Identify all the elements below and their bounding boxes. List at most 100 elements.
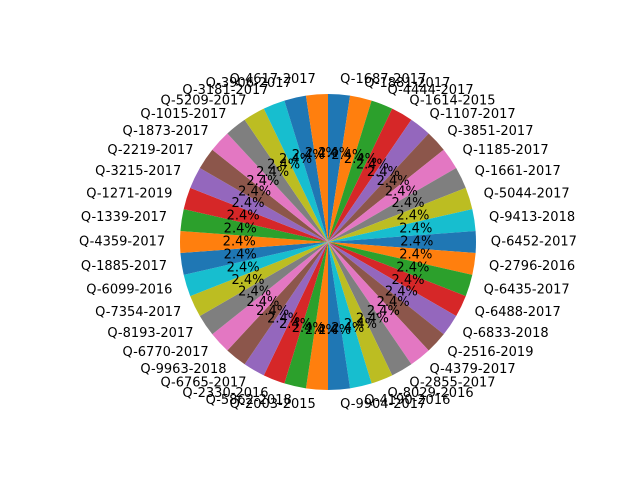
slice-percent-label: 2.4%: [267, 311, 300, 326]
slice-category-label: Q-2855-2017: [409, 375, 495, 390]
slice-category-label: Q-1687-2017: [340, 72, 426, 87]
slice-percent-label: 2.4%: [224, 221, 257, 236]
slice-category-label: Q-1881-2017: [364, 76, 450, 91]
slice-category-label: Q-5862-2018: [206, 393, 292, 408]
slice-category-label: Q-1185-2017: [463, 143, 549, 158]
slice-percent-label: 2.4%: [399, 221, 432, 236]
slice-category-label: Q-4359-2017: [79, 235, 165, 250]
pie-slice: [284, 242, 328, 389]
pie-slice: [244, 242, 328, 376]
slice-percent-label: 2.4%: [279, 152, 312, 167]
pie-slice: [212, 133, 328, 242]
slice-category-label: Q-6833-2018: [463, 326, 549, 341]
slice-category-label: Q-6488-2017: [475, 305, 561, 320]
slice-category-label: Q-1107-2017: [430, 107, 516, 122]
slice-percent-label: 2.4%: [400, 235, 433, 250]
pie-slice: [328, 242, 466, 316]
pie-slice: [284, 95, 328, 243]
slice-percent-label: 2.4%: [223, 235, 256, 250]
slice-percent-label: 2.4%: [377, 174, 410, 189]
pie-slice: [179, 230, 328, 254]
pie-slice: [227, 119, 328, 242]
slice-percent-label: 2.4%: [344, 152, 377, 167]
slice-percent-label: 2.4%: [399, 248, 432, 263]
slice-percent-label: 2.4%: [231, 273, 264, 288]
slice-category-label: Q-9904-2017: [340, 397, 426, 412]
slice-category-label: Q-4617-2017: [230, 72, 316, 87]
pie-slice: [263, 100, 328, 242]
pie-slice: [328, 149, 457, 242]
pie-slice: [328, 242, 412, 376]
slice-percent-label: 2.4%: [396, 261, 429, 276]
slice-category-label: Q-3181-2017: [182, 83, 268, 98]
slice-category-label: Q-1339-2017: [81, 210, 167, 225]
slice-category-label: Q-1661-2017: [475, 164, 561, 179]
slice-category-label: Q-6435-2017: [484, 282, 570, 297]
slice-category-label: Q-7354-2017: [95, 305, 181, 320]
slice-category-label: Q-1614-2015: [409, 94, 495, 109]
pie-slice: [328, 133, 444, 242]
slice-percent-label: 2.4%: [292, 321, 325, 336]
slice-percent-label: 2.4%: [367, 165, 400, 180]
pie-slice: [328, 242, 429, 365]
pie-slice: [180, 209, 328, 242]
slice-percent-label: 2.4%: [238, 184, 271, 199]
slice-percent-label: 2.4%: [356, 311, 389, 326]
slice-category-label: Q-1271-2019: [86, 187, 172, 202]
slice-percent-label: 2.4%: [344, 317, 377, 332]
pie-slice: [199, 149, 328, 242]
slice-percent-label: 2.4%: [391, 273, 424, 288]
pie-slice: [328, 242, 393, 384]
slice-percent-label: 2.4%: [227, 261, 260, 276]
pie-slice: [328, 100, 393, 242]
slice-category-label: Q-5044-2017: [484, 187, 570, 202]
pie-slice: [244, 108, 328, 242]
slice-category-label: Q-1015-2017: [140, 107, 226, 122]
slice-percent-label: 2.4%: [246, 295, 279, 310]
slice-category-label: Q-2330-2016: [182, 386, 268, 401]
pie-slice: [328, 242, 476, 275]
pie-slice: [328, 108, 412, 242]
pie-slice: [227, 242, 328, 365]
slice-category-label: Q-2796-2016: [489, 259, 575, 274]
slice-percent-label: 2.4%: [256, 165, 289, 180]
pie-slice: [328, 187, 473, 242]
slice-category-label: Q-4444-2017: [387, 83, 473, 98]
pie-slice: [212, 242, 328, 351]
slice-percent-label: 2.4%: [292, 148, 325, 163]
slice-category-label: Q-6099-2016: [86, 282, 172, 297]
slice-category-label: Q-1873-2017: [123, 124, 209, 139]
slice-percent-label: 2.4%: [227, 208, 260, 223]
pie-slice: [328, 242, 457, 335]
slice-category-label: Q-3215-2017: [95, 164, 181, 179]
slice-percent-label: 2.4%: [279, 317, 312, 332]
slice-percent-label: 2.4%: [318, 323, 351, 338]
pie-slice: [305, 94, 328, 242]
slice-percent-label: 2.4%: [377, 295, 410, 310]
pie-slice: [328, 209, 476, 242]
slice-percent-label: 2.4%: [256, 304, 289, 319]
slice-category-label: Q-5209-2017: [160, 94, 246, 109]
slice-percent-label: 2.4%: [305, 323, 338, 338]
category-labels: Q-1687-2017Q-1881-2017Q-4444-2017Q-1614-…: [79, 72, 577, 412]
pie-slice: [328, 119, 429, 242]
slice-category-label: Q-3906-2017: [206, 76, 292, 91]
slice-category-label: Q-2516-2019: [447, 345, 533, 360]
slice-category-label: Q-8029-2016: [387, 386, 473, 401]
pie-slice: [328, 230, 477, 254]
slice-percent-label: 2.4%: [267, 158, 300, 173]
slice-percent-label: 2.4%: [331, 321, 364, 336]
slice-category-label: Q-9963-2018: [140, 362, 226, 377]
pie-slice: [328, 242, 473, 297]
pie-slices: [179, 94, 477, 390]
slice-category-label: Q-8193-2017: [107, 326, 193, 341]
slice-category-label: Q-2219-2017: [107, 143, 193, 158]
slice-percent-label: 2.4%: [231, 196, 264, 211]
pie-slice: [190, 242, 328, 316]
slice-category-label: Q-4190-2016: [364, 393, 450, 408]
slice-category-label: Q-2003-2015: [230, 397, 316, 412]
pie-slice: [190, 168, 328, 242]
pie-slice: [305, 242, 328, 390]
slice-percent-label: 2.4%: [331, 148, 364, 163]
